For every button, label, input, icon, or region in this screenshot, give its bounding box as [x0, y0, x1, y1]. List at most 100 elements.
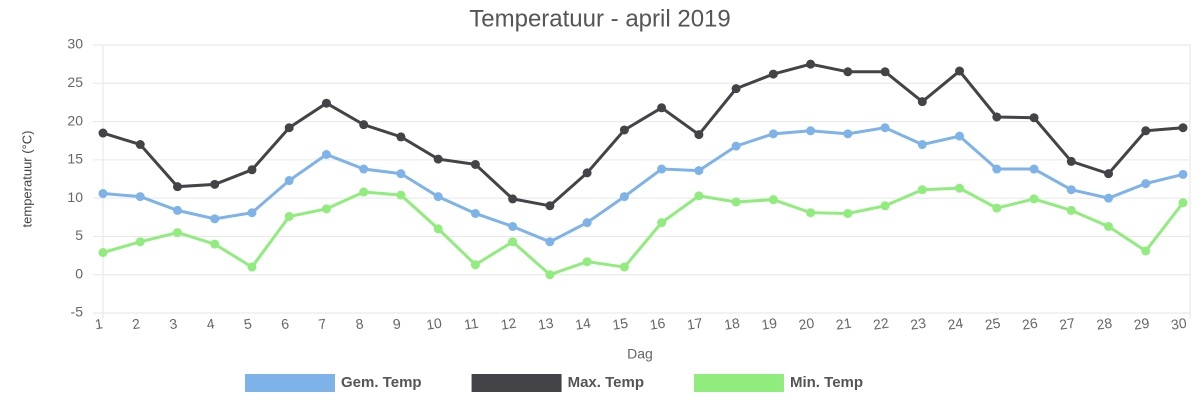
data-point [172, 205, 182, 215]
data-point [433, 224, 443, 234]
x-tick-label: 30 [1170, 315, 1188, 333]
data-point [284, 176, 294, 186]
series-line [102, 62, 1184, 208]
legend-swatch[interactable] [245, 374, 335, 392]
x-tick-label: 15 [611, 315, 629, 333]
data-point [657, 218, 667, 228]
data-point [1104, 193, 1114, 203]
data-point [321, 149, 331, 159]
y-tick-label: 15 [67, 151, 83, 167]
data-point [955, 66, 965, 76]
data-point [917, 140, 927, 150]
data-point [992, 164, 1002, 174]
data-point [694, 130, 704, 140]
data-point [1141, 246, 1151, 256]
data-point [210, 239, 220, 249]
data-point [657, 164, 667, 174]
data-point [396, 132, 406, 142]
data-point [284, 212, 294, 222]
data-point [508, 237, 518, 247]
x-tick-label: 14 [574, 315, 592, 333]
data-point [470, 159, 480, 169]
data-point [470, 208, 480, 218]
data-point [247, 208, 257, 218]
x-tick-label: 23 [909, 315, 927, 333]
y-tick-label: 20 [67, 112, 83, 128]
data-point [1141, 179, 1151, 189]
series-line [102, 186, 1185, 277]
data-point [619, 262, 629, 272]
data-point [806, 126, 816, 136]
data-point [1066, 185, 1076, 195]
x-tick-label: 12 [500, 315, 518, 333]
x-tick-label: 2 [131, 315, 141, 332]
x-tick-label: 5 [243, 315, 253, 332]
data-point [880, 201, 890, 211]
data-point [619, 125, 629, 135]
data-point [321, 98, 331, 108]
x-tick-label: 9 [392, 315, 402, 332]
data-point [98, 128, 108, 138]
x-tick-label: 10 [425, 315, 443, 333]
data-point [1029, 164, 1039, 174]
data-point [955, 183, 965, 193]
y-axis-label: temperatuur (°C) [19, 131, 34, 228]
data-point [210, 179, 220, 189]
legend-label[interactable]: Gem. Temp [341, 374, 422, 391]
data-point [359, 187, 369, 197]
data-point [210, 214, 220, 224]
data-point [768, 195, 778, 205]
data-point [768, 129, 778, 139]
data-point [1066, 205, 1076, 215]
data-point [396, 169, 406, 179]
legend-label[interactable]: Min. Temp [790, 374, 863, 391]
data-point [955, 131, 965, 141]
data-point [1178, 169, 1188, 179]
x-tick-label: 24 [947, 315, 965, 333]
x-tick-label: 7 [317, 315, 327, 332]
data-point [657, 103, 667, 113]
data-point [135, 237, 145, 247]
data-point [98, 189, 108, 199]
x-tick-label: 11 [463, 315, 480, 333]
data-point [619, 192, 629, 202]
y-tick-label: 25 [67, 74, 83, 90]
data-point [1104, 221, 1114, 231]
data-point [172, 228, 182, 238]
legend-swatch[interactable] [471, 374, 562, 392]
x-tick-label: 8 [355, 315, 365, 332]
data-point [359, 164, 369, 174]
data-point [1178, 198, 1188, 208]
y-tick-label: 5 [75, 227, 83, 243]
data-point [508, 194, 518, 204]
x-tick-label: 13 [537, 315, 555, 333]
data-point [992, 203, 1002, 213]
data-point [917, 97, 927, 107]
data-point [98, 248, 108, 258]
x-tick-label: 16 [649, 315, 667, 333]
x-tick-label: 20 [798, 315, 816, 333]
data-point [545, 237, 555, 247]
x-tick-label: 19 [760, 315, 778, 333]
legend-swatch[interactable] [693, 374, 784, 392]
data-point [731, 197, 741, 207]
x-tick-label: 25 [984, 315, 1002, 333]
data-point [1104, 169, 1114, 179]
x-tick-label: 1 [94, 315, 104, 332]
x-tick-label: 17 [686, 315, 704, 333]
legend-label[interactable]: Max. Temp [568, 374, 644, 391]
data-point [731, 141, 741, 151]
series-line [102, 126, 1184, 244]
data-point [880, 67, 890, 77]
data-point [247, 262, 257, 272]
data-point [694, 191, 704, 201]
x-tick-label: 22 [872, 315, 890, 333]
y-tick-label: 0 [75, 265, 83, 281]
data-point [992, 112, 1002, 122]
data-point [433, 192, 443, 202]
data-point [135, 140, 145, 150]
y-tick-label: -5 [71, 304, 84, 320]
data-point [806, 208, 816, 218]
data-point [135, 192, 145, 202]
data-point [470, 260, 480, 270]
